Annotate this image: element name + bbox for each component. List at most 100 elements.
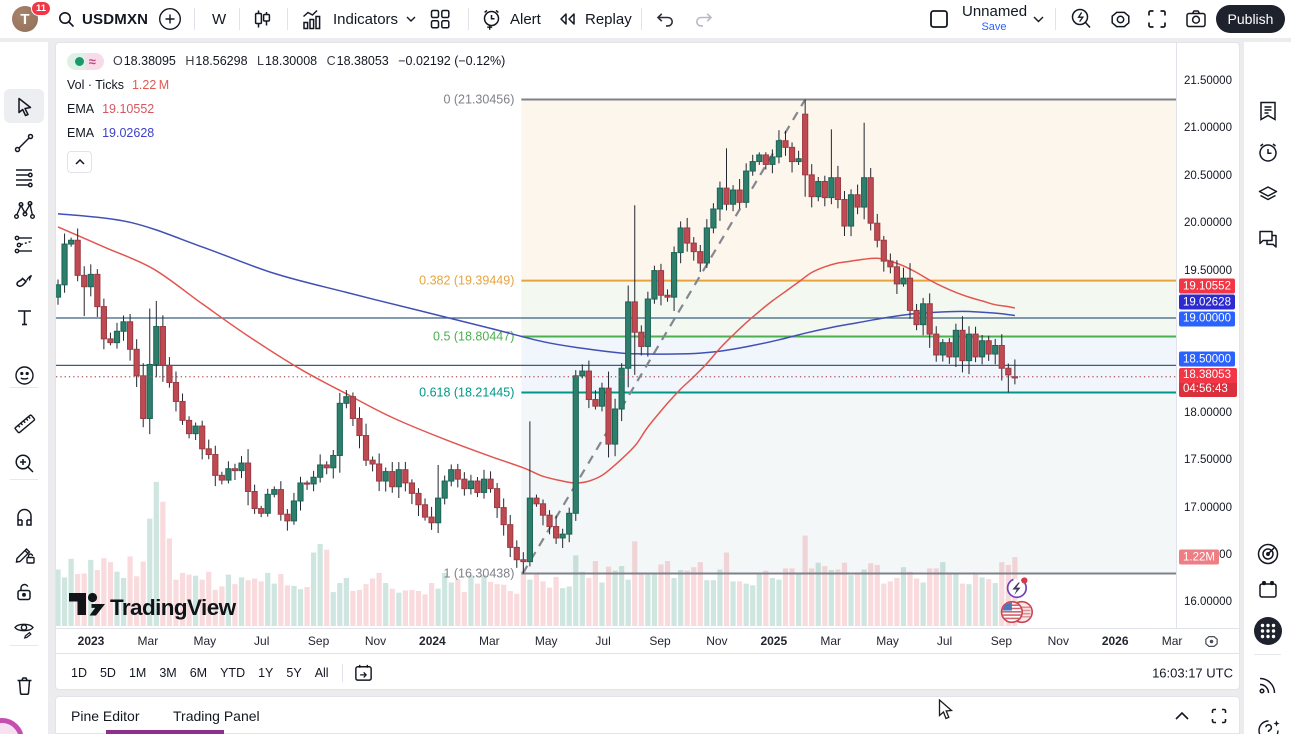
range-5Y[interactable]: 5Y — [286, 665, 302, 680]
tool-xabcd-pattern[interactable] — [4, 193, 44, 227]
sidebar-help[interactable] — [1250, 712, 1286, 734]
legend-ema2-row[interactable]: EMA 19.02628 — [67, 126, 155, 140]
change-value: −0.02192 (−0.12%) — [398, 54, 506, 68]
panel-expand-button[interactable] — [1175, 712, 1189, 720]
time-axis[interactable]: 2023 Mar May Jul Sep Nov 2024 Mar May Jul Sep Nov 20… — [56, 628, 1239, 653]
search-icon — [58, 11, 75, 28]
tool-zoom-in[interactable] — [4, 446, 44, 480]
tool-ruler[interactable] — [4, 406, 44, 440]
sidebar-screener[interactable] — [1250, 536, 1286, 572]
legend-ema1-row[interactable]: EMA 19.10552 — [67, 102, 155, 116]
ohlc-values: O18.38095 H18.56298 L18.30008 C18.38053 … — [113, 54, 506, 68]
quick-search-button[interactable] — [1068, 0, 1094, 38]
panel-maximize-button[interactable] — [1211, 708, 1227, 724]
price-tick-17.50000: 17.50000 — [1184, 454, 1232, 467]
tool-hide-drawings[interactable] — [4, 612, 44, 646]
time-label-May-4: May — [193, 634, 217, 648]
settings-button[interactable] — [1108, 0, 1133, 38]
fib-band-0 — [521, 99, 1177, 281]
range-1M[interactable]: 1M — [128, 665, 147, 680]
ema-line-fast[interactable] — [57, 226, 1016, 484]
compare-add-button[interactable] — [158, 0, 182, 38]
range-1Y[interactable]: 1Y — [258, 665, 274, 680]
svg-text:TradingView: TradingView — [110, 595, 237, 620]
sidebar-calendar[interactable] — [1250, 572, 1286, 608]
sidebar-object-tree[interactable] — [1250, 176, 1286, 212]
range-5D[interactable]: 5D — [99, 665, 116, 680]
tool-trend-line[interactable] — [4, 126, 44, 160]
time-label-Mar-26: Mar — [820, 634, 842, 648]
sidebar-streams[interactable] — [1250, 667, 1286, 703]
sidebar-apps[interactable] — [1250, 613, 1286, 649]
notification-badge[interactable]: 11 — [31, 1, 52, 16]
trend-line-drawing[interactable] — [521, 98, 807, 575]
time-label-Nov-22: Nov — [706, 634, 728, 648]
symbol-search-button[interactable]: USDMXN — [58, 0, 148, 38]
tab-trading-panel[interactable]: Trading Panel — [173, 708, 260, 724]
tool-emoji[interactable] — [4, 358, 44, 392]
price-tag-hline-19: 19.00000 — [1179, 311, 1235, 326]
price-scale[interactable]: 21.50000 21.00000 20.50000 20.00000 19.50000… — [1177, 43, 1239, 628]
legend-volume-row[interactable]: Vol · Ticks 1.22 M — [67, 78, 170, 92]
indicators-button[interactable]: Indicators — [300, 0, 416, 38]
quick-search-icon — [1071, 8, 1091, 29]
tool-brush[interactable] — [4, 262, 44, 296]
range-3M[interactable]: 3M — [159, 665, 177, 680]
redo-button[interactable] — [692, 0, 716, 38]
publish-button[interactable]: Publish — [1216, 5, 1285, 33]
candlestick-chart[interactable]: 0 (21.30456) 0.382 (19.39449) 0.5 (18.8044… — [56, 43, 1177, 628]
range-All[interactable]: All — [314, 665, 329, 680]
time-label-2023-0: 2023 — [77, 634, 105, 648]
range-YTD[interactable]: YTD — [220, 665, 246, 680]
date-range-toolbar: 1D 5D 1M 3M 6M YTD 1Y 5Y All 16:03:17 UTC — [56, 653, 1239, 689]
redo-icon — [696, 13, 713, 27]
axis-settings-gear-icon[interactable] — [1203, 633, 1220, 650]
tool-text[interactable] — [4, 300, 44, 334]
layout-chevron-button[interactable] — [1033, 0, 1044, 38]
range-1D[interactable]: 1D — [71, 665, 87, 680]
tool-remove-objects[interactable] — [4, 668, 44, 702]
replay-button[interactable]: Replay — [556, 0, 632, 38]
fib-label-0: 0 (21.30456) — [443, 93, 514, 107]
alert-button[interactable]: Alert — [479, 0, 541, 38]
undo-button[interactable] — [653, 0, 677, 38]
chart-style-button[interactable] — [250, 0, 275, 38]
tool-cursor[interactable] — [4, 89, 44, 123]
price-tag-volume-value: 1.22M — [1179, 549, 1219, 565]
indicator-templates-button[interactable] — [428, 0, 452, 38]
long-position-icon — [14, 235, 32, 253]
fullscreen-button[interactable] — [1146, 0, 1168, 38]
save-button[interactable]: Save — [981, 21, 1007, 33]
clock[interactable]: 16:03:17 UTC — [1152, 665, 1233, 680]
us-flag-events-icon[interactable] — [1000, 600, 1033, 624]
tab-pine-editor[interactable]: Pine Editor — [71, 708, 140, 724]
tool-drawing-lock[interactable] — [4, 537, 44, 571]
tool-long-position[interactable] — [4, 227, 44, 261]
tool-fib-retracement[interactable] — [4, 160, 44, 194]
go-to-date-button[interactable] — [353, 662, 374, 683]
watchlist-icon — [1260, 101, 1276, 121]
event-icons[interactable] — [1000, 577, 1033, 624]
corner-fab[interactable] — [0, 718, 24, 734]
price-tick-18.00000: 18.00000 — [1184, 406, 1232, 419]
sidebar-alerts[interactable] — [1250, 134, 1286, 170]
range-6M[interactable]: 6M — [189, 665, 208, 680]
market-status-pill[interactable]: ≈ — [67, 52, 104, 70]
layout-name-button[interactable]: Unnamed Save — [962, 3, 1027, 33]
chevron-up-icon — [1175, 712, 1189, 720]
top-toolbar: T 11 USDMXN W — [0, 0, 1291, 38]
tool-magnet[interactable] — [4, 501, 44, 535]
sidebar-watchlist[interactable] — [1250, 93, 1286, 129]
interval-button[interactable]: W — [212, 10, 227, 28]
legend-symbol-row[interactable]: ≈ O18.38095 H18.56298 L18.30008 C18.3805… — [67, 49, 511, 73]
price-tick-21.00000: 21.00000 — [1184, 122, 1232, 135]
legend-collapse-button[interactable] — [67, 151, 92, 173]
snapshot-button[interactable] — [1184, 0, 1208, 38]
sidebar-chat[interactable] — [1250, 221, 1286, 257]
tradingview-watermark[interactable]: TradingView — [69, 592, 237, 620]
layout-button[interactable] — [928, 0, 950, 38]
apps-grid-icon — [1254, 617, 1282, 645]
chart-area[interactable]: 0 (21.30456) 0.382 (19.39449) 0.5 (18.8044… — [55, 42, 1240, 690]
time-label-Jul-30: Jul — [936, 634, 953, 648]
tool-lock-all[interactable] — [4, 575, 44, 609]
